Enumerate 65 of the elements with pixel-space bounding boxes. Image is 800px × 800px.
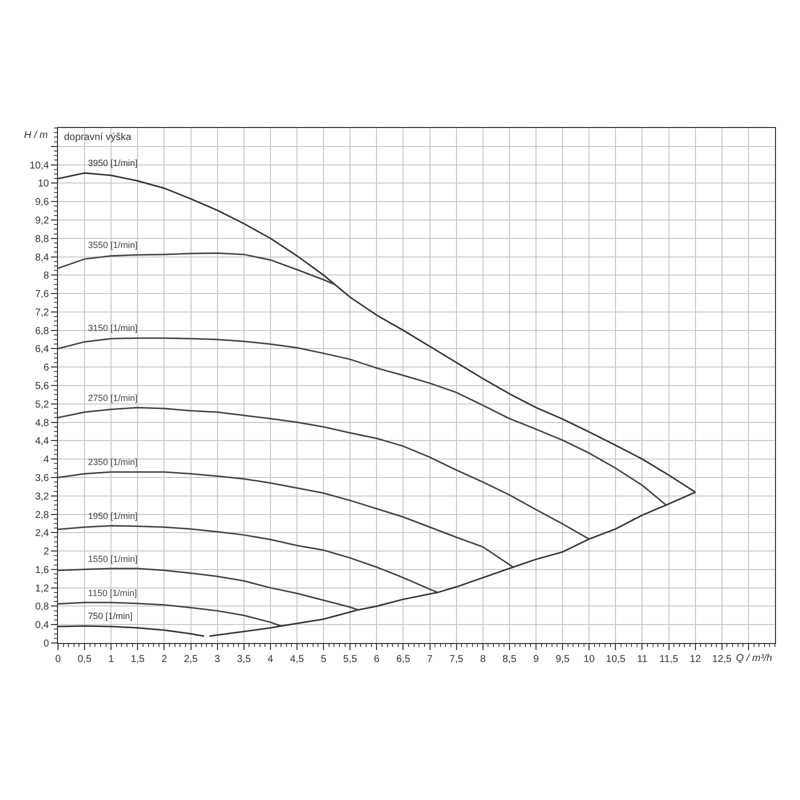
y-tick-label: 5,2 bbox=[35, 399, 50, 410]
y-axis-title: H / m bbox=[24, 130, 48, 141]
x-tick-label: 6 bbox=[374, 654, 380, 665]
x-tick-label: 12,5 bbox=[712, 654, 732, 665]
y-tick-label: 8,8 bbox=[35, 234, 50, 245]
x-tick-label: 0,5 bbox=[78, 654, 92, 665]
x-tick-label: 5 bbox=[320, 654, 327, 665]
x-tick-label: 8 bbox=[480, 654, 486, 665]
series-label: 2750 [1/min] bbox=[88, 393, 138, 403]
y-tick-label: 3,6 bbox=[35, 472, 50, 484]
y-tick-label: 2 bbox=[43, 546, 50, 558]
y-tick-label: 6,4 bbox=[35, 344, 50, 356]
y-tick-label: 4,4 bbox=[35, 436, 50, 448]
y-tick-label: 7,6 bbox=[35, 289, 50, 300]
y-tick-label: 4 bbox=[43, 454, 50, 466]
y-tick-label: 10 bbox=[38, 178, 50, 190]
x-tick-label: 4 bbox=[268, 654, 274, 665]
x-tick-label: 6,5 bbox=[396, 654, 411, 665]
x-tick-label: 10,5 bbox=[606, 654, 626, 665]
series-label: 750 [1/min] bbox=[88, 611, 133, 621]
y-tick-label: 0 bbox=[43, 638, 50, 650]
series-label: 3550 [1/min] bbox=[88, 240, 138, 250]
x-tick-label: 12 bbox=[690, 654, 702, 665]
x-tick-label: 8,5 bbox=[502, 654, 517, 665]
series-label: 2350 [1/min] bbox=[88, 457, 138, 467]
y-tick-label: 0,8 bbox=[35, 602, 50, 613]
x-tick-label: 9,5 bbox=[556, 654, 570, 665]
x-tick-label: 1,5 bbox=[130, 654, 146, 665]
y-tick-label: 3,2 bbox=[35, 491, 50, 502]
series-label: 3950 [1/min] bbox=[88, 158, 138, 168]
y-tick-label: 5,6 bbox=[35, 381, 50, 392]
y-tick-label: 10,4 bbox=[30, 160, 50, 172]
x-tick-label: 10 bbox=[584, 654, 596, 665]
y-tick-label: 4,8 bbox=[35, 418, 50, 429]
y-tick-label: 6 bbox=[43, 362, 50, 374]
x-tick-label: 5,5 bbox=[343, 654, 358, 665]
x-tick-label: 7,5 bbox=[449, 654, 464, 665]
series-label: 1150 [1/min] bbox=[88, 588, 137, 598]
y-tick-label: 8 bbox=[43, 270, 50, 282]
x-tick-label: 1 bbox=[108, 654, 114, 665]
x-tick-label: 2,5 bbox=[184, 654, 198, 665]
x-axis-title: Q / m³/h bbox=[736, 653, 773, 664]
x-tick-label: 3 bbox=[214, 654, 221, 665]
series-label: 3150 [1/min] bbox=[88, 323, 138, 333]
y-tick-label: 1,6 bbox=[35, 564, 50, 576]
x-tick-label: 7 bbox=[427, 654, 433, 665]
x-tick-label: 0 bbox=[55, 654, 62, 665]
y-tick-label: 9,2 bbox=[35, 215, 50, 226]
y-tick-label: 6,8 bbox=[35, 326, 50, 337]
y-tick-label: 1,2 bbox=[35, 583, 50, 594]
y-tick-label: 2,4 bbox=[35, 528, 50, 540]
y-tick-label: 9,6 bbox=[35, 197, 50, 208]
series-label: 1550 [1/min] bbox=[88, 554, 138, 564]
y-tick-label: 2,8 bbox=[35, 510, 50, 521]
x-tick-label: 11 bbox=[637, 654, 648, 665]
y-tick-label: 7,2 bbox=[35, 307, 50, 318]
y-tick-label: 0,4 bbox=[35, 620, 50, 632]
x-tick-label: 4,5 bbox=[290, 654, 304, 665]
x-tick-label: 9 bbox=[533, 654, 540, 665]
x-tick-label: 11,5 bbox=[659, 654, 679, 665]
annotation: dopravní výška bbox=[64, 132, 132, 143]
y-tick-label: 8,4 bbox=[35, 252, 50, 264]
x-tick-label: 3,5 bbox=[236, 654, 252, 665]
x-tick-label: 2 bbox=[161, 654, 168, 665]
series-label: 1950 [1/min] bbox=[88, 511, 138, 521]
